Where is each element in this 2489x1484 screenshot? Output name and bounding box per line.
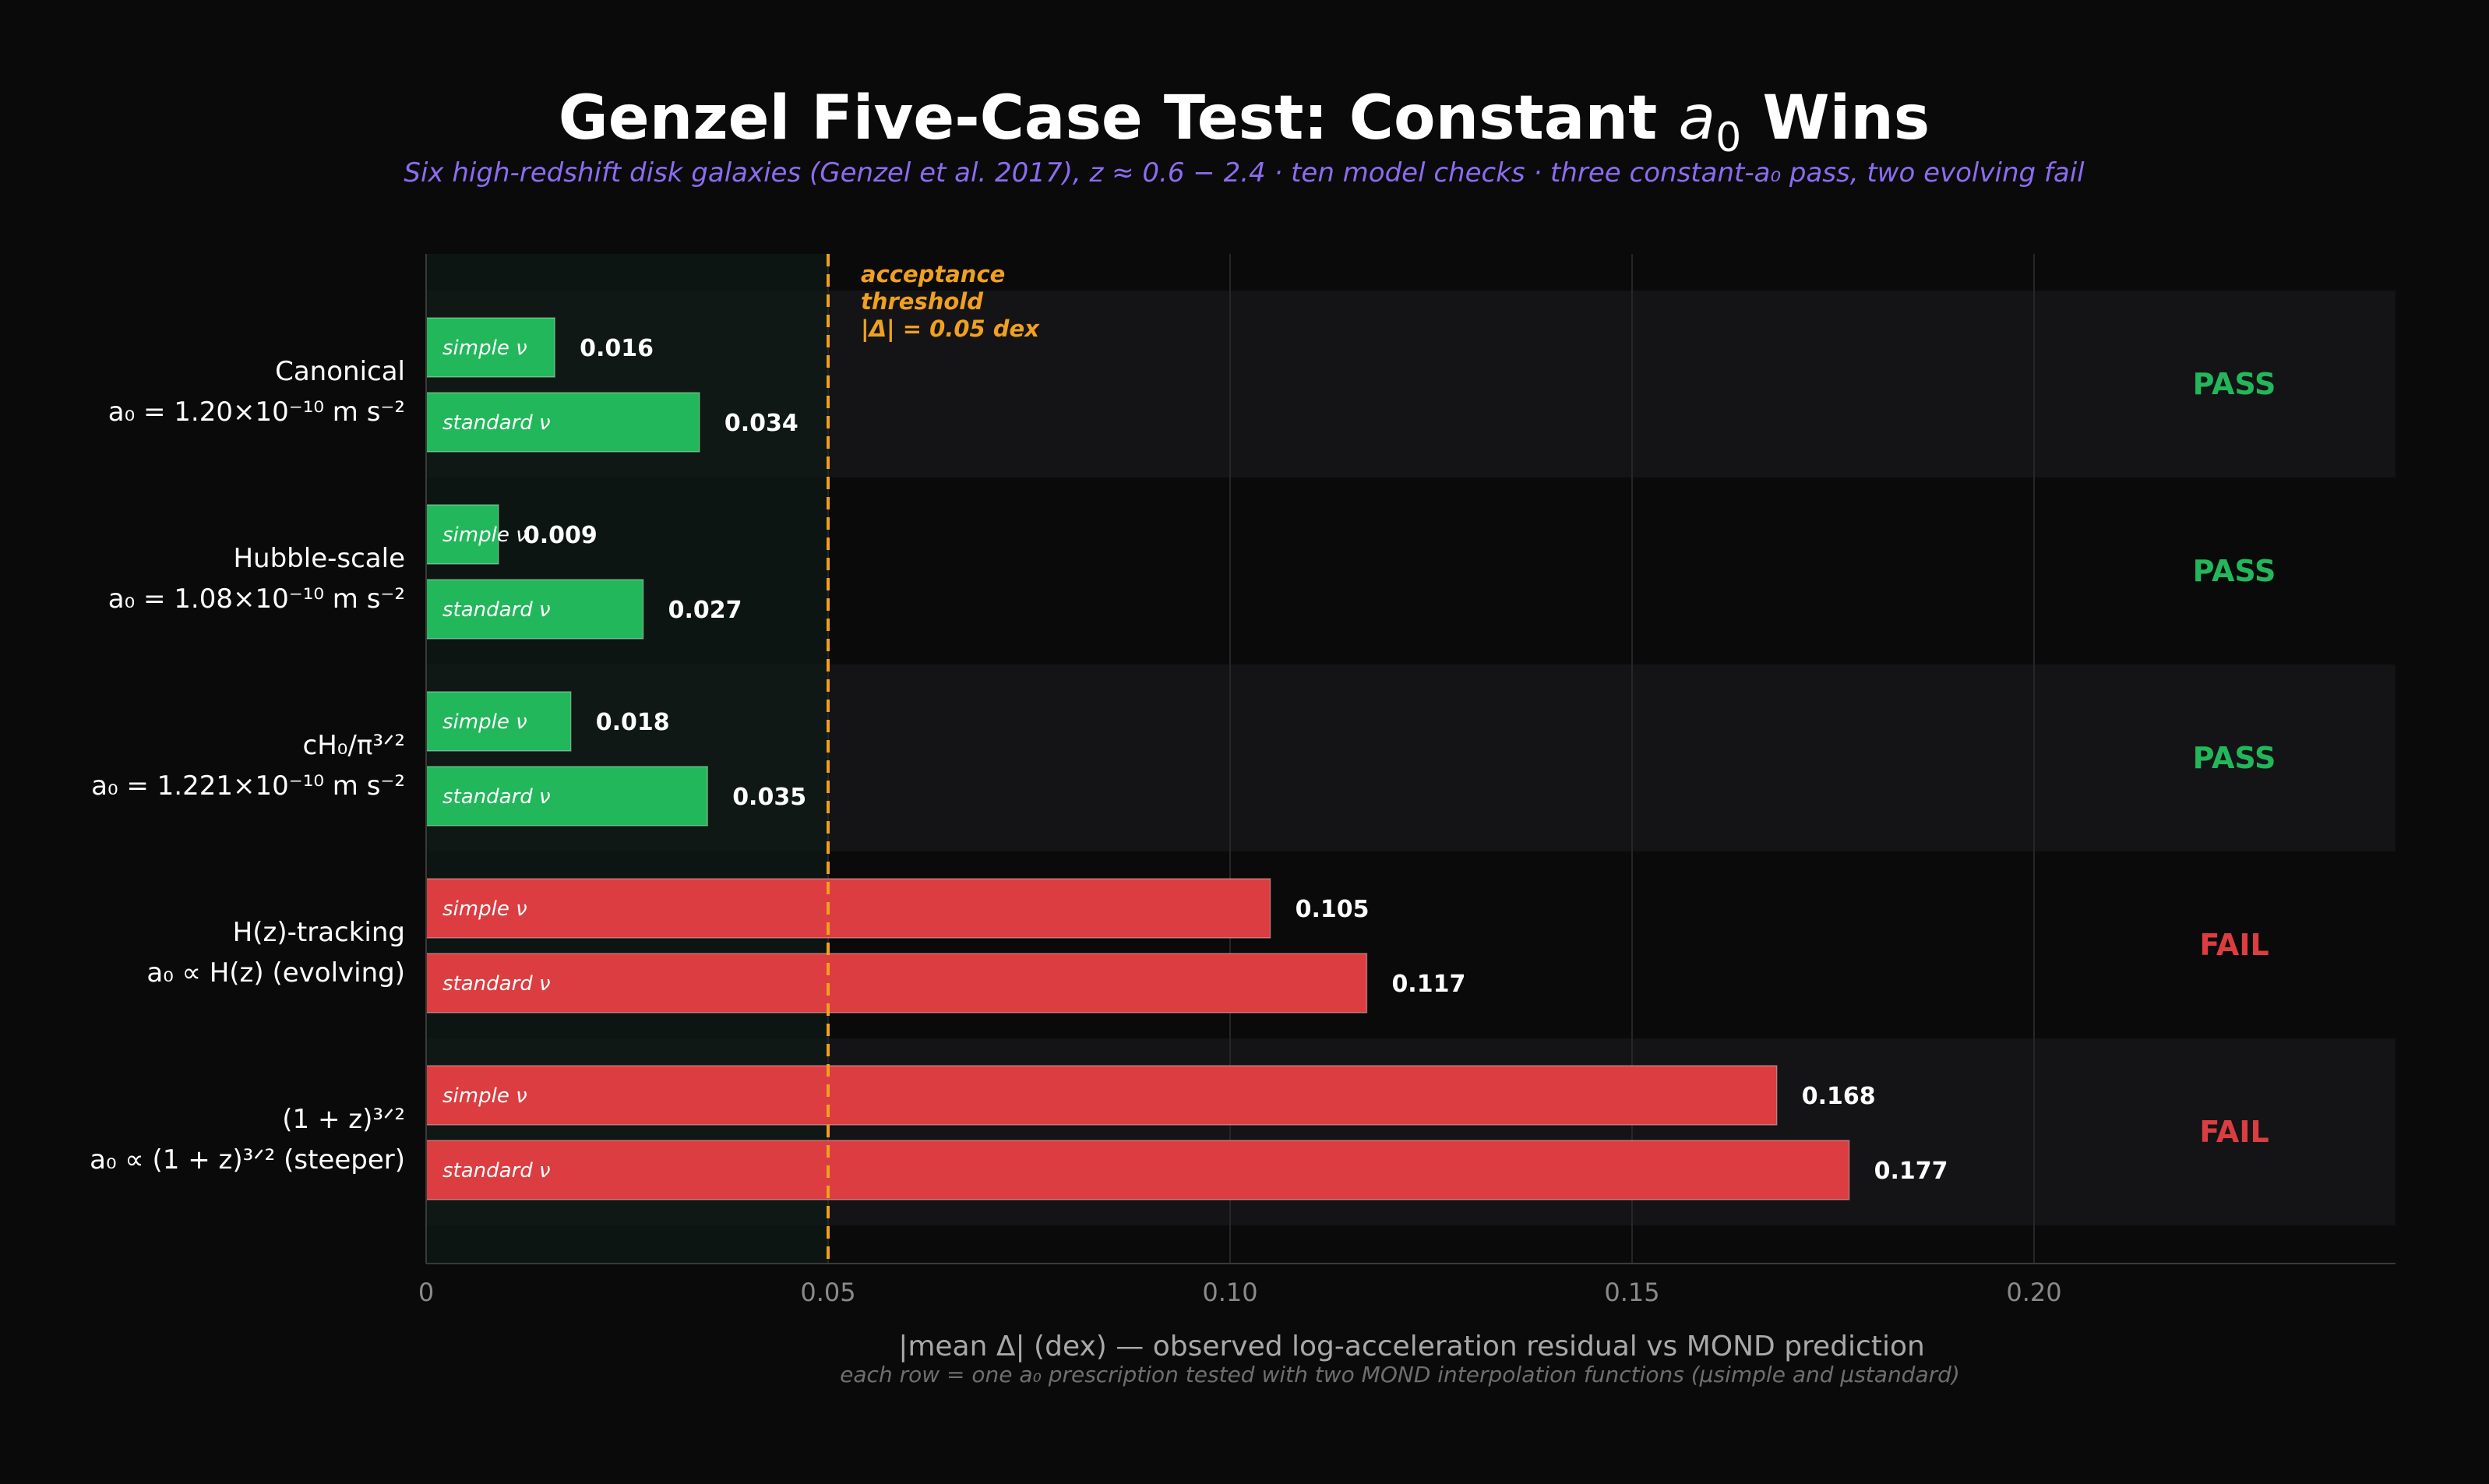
bar-series-label: standard ν	[442, 411, 551, 435]
x-tick-label: 0.10	[1202, 1278, 1257, 1307]
x-tick-label: 0.15	[1604, 1278, 1659, 1307]
threshold-label: acceptance	[861, 261, 1005, 287]
bar-series-label: simple ν	[442, 1084, 527, 1108]
bar	[425, 878, 1271, 939]
title-subscript: 0	[1715, 115, 1741, 161]
category-label-name: cH₀/π³ᐟ²	[303, 730, 405, 761]
category-label-name: H(z)-tracking	[233, 917, 405, 948]
category-label-formula: a₀ ∝ (1 + z)³ᐟ² (steeper)	[90, 1144, 405, 1176]
verdict-label: FAIL	[2199, 1115, 2269, 1149]
bar	[425, 953, 1368, 1013]
bar-value-label: 0.009	[524, 522, 598, 549]
bar-series-label: standard ν	[442, 1159, 551, 1183]
x-tick-label: 0	[418, 1278, 434, 1307]
title-symbol: a	[1678, 83, 1715, 153]
title-main: Genzel Five-Case Test: Constant	[559, 83, 1679, 153]
category-labels: PASS Canonical a₀ = 1.20×10⁻¹⁰ m s⁻² PASS Hu…	[90, 356, 2276, 1176]
verdict-label: FAIL	[2199, 928, 2269, 962]
bar	[425, 1140, 1850, 1200]
title-end: Wins	[1741, 83, 1930, 153]
bar	[425, 691, 572, 752]
category-label-formula: a₀ ∝ H(z) (evolving)	[146, 957, 405, 989]
bar-series-label: simple ν	[442, 710, 527, 734]
bar-value-label: 0.035	[732, 784, 806, 811]
bar	[425, 766, 708, 827]
bar-value-label: 0.016	[580, 335, 654, 362]
bar	[425, 1065, 1778, 1126]
bar-value-label: 0.117	[1391, 971, 1465, 998]
bar	[425, 579, 644, 640]
category-label-name: (1 + z)³ᐟ²	[282, 1104, 405, 1135]
bar-series-label: simple ν	[442, 337, 527, 360]
bar	[425, 392, 700, 453]
bar-value-label: 0.177	[1874, 1158, 1948, 1185]
verdict-label: PASS	[2193, 741, 2276, 775]
verdict-label: PASS	[2193, 367, 2276, 401]
x-tick-label: 0.20	[2006, 1278, 2061, 1307]
bar-series-label: standard ν	[442, 785, 551, 809]
bar-value-label: 0.018	[596, 709, 670, 736]
category-label-formula: a₀ = 1.20×10⁻¹⁰ m s⁻²	[108, 397, 405, 428]
bar-value-label: 0.105	[1296, 896, 1370, 923]
chart-subtitle: Six high-redshift disk galaxies (Genzel …	[404, 157, 2085, 189]
bar	[425, 504, 499, 565]
bar-value-label: 0.168	[1802, 1083, 1876, 1110]
threshold-label: threshold	[861, 288, 983, 315]
category-label-name: Hubble-scale	[233, 543, 405, 574]
bar-series-label: simple ν	[442, 897, 527, 921]
bar-series-label: standard ν	[442, 598, 551, 622]
chart-title: Genzel Five-Case Test: Constant a0 Wins	[559, 83, 1930, 161]
category-label-name: Canonical	[275, 356, 405, 387]
threshold-label: |Δ| = 0.05 dex	[861, 315, 1040, 342]
bar-series-label: standard ν	[442, 972, 551, 996]
category-label-formula: a₀ = 1.08×10⁻¹⁰ m s⁻²	[108, 583, 405, 615]
bar-series-label: simple ν	[442, 523, 527, 547]
category-label-formula: a₀ = 1.221×10⁻¹⁰ m s⁻²	[91, 770, 405, 802]
footnote: each row = one a₀ prescription tested wi…	[840, 1362, 1960, 1387]
x-tick-label: 0.05	[800, 1278, 855, 1307]
bar	[425, 317, 555, 378]
bar-value-label: 0.034	[724, 410, 799, 437]
verdict-label: PASS	[2193, 554, 2276, 588]
x-axis-label: |mean Δ| (dex) — observed log-accelerati…	[898, 1331, 1925, 1362]
x-axis: 0 0.05 0.10 0.15 0.20	[418, 254, 2396, 1307]
bar-value-label: 0.027	[668, 597, 742, 624]
